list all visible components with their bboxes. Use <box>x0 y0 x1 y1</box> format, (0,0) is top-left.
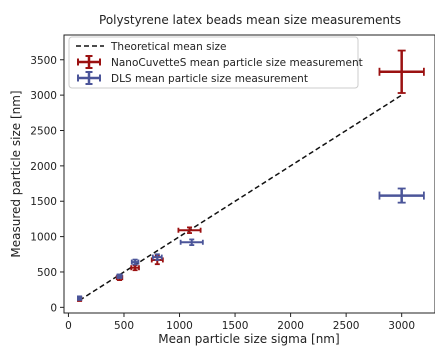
legend-nanocuvette-label: NanoCuvetteS mean particle size measurem… <box>111 57 363 69</box>
y-tick-label-0: 0 <box>50 302 57 314</box>
x-tick-label-3: 1500 <box>222 320 249 332</box>
y-tick-label-7: 3500 <box>30 55 57 67</box>
series-0-point-2 <box>130 264 140 272</box>
plot-frame <box>63 34 435 314</box>
y-tick-label-2: 1000 <box>30 232 57 244</box>
legend-box <box>68 36 359 89</box>
y-tick-label-3: 1500 <box>30 196 57 208</box>
x-tick-label-2: 1000 <box>166 320 193 332</box>
legend: Theoretical mean size NanoCuvetteS mean … <box>68 36 363 89</box>
y-tick-label-6: 3000 <box>30 90 57 102</box>
theoretical-line <box>79 94 403 301</box>
series-1-point-1 <box>116 273 123 279</box>
series-1-point-3 <box>151 253 163 261</box>
x-tick-label-6: 3000 <box>388 320 415 332</box>
x-tick-label-1: 500 <box>114 320 134 332</box>
legend-nanocuvette-swatch <box>77 55 101 69</box>
y-tick-label-1: 500 <box>37 267 57 279</box>
series-1-point-2 <box>130 258 140 266</box>
y-tick-label-4: 2000 <box>30 161 57 173</box>
series-1-point-4 <box>179 238 204 246</box>
chart-title: Polystyrene latex beads mean size measur… <box>99 13 401 27</box>
x-tick-label-5: 2500 <box>333 320 360 332</box>
legend-theoretical-label: Theoretical mean size <box>110 41 226 53</box>
y-tick-label-5: 2500 <box>30 125 57 137</box>
x-axis-label: Mean particle size sigma [nm] <box>158 332 339 346</box>
legend-dls-swatch <box>77 71 101 85</box>
data-layer <box>76 49 425 302</box>
x-tick-label-0: 0 <box>65 320 72 332</box>
series-1-point-0 <box>76 295 83 301</box>
series-1-point-5 <box>378 187 425 204</box>
legend-dls-label: DLS mean particle size measurement <box>111 73 308 85</box>
series-0-point-4 <box>177 226 202 234</box>
series-0-point-5 <box>378 49 425 94</box>
x-tick-label-4: 2000 <box>277 320 304 332</box>
y-axis-label: Measured particle size [nm] <box>9 90 23 257</box>
x-axis: 0 500 1000 1500 2000 2500 3000 <box>65 313 415 332</box>
y-axis: 0 500 1000 1500 2000 2500 3000 3500 <box>30 55 64 314</box>
